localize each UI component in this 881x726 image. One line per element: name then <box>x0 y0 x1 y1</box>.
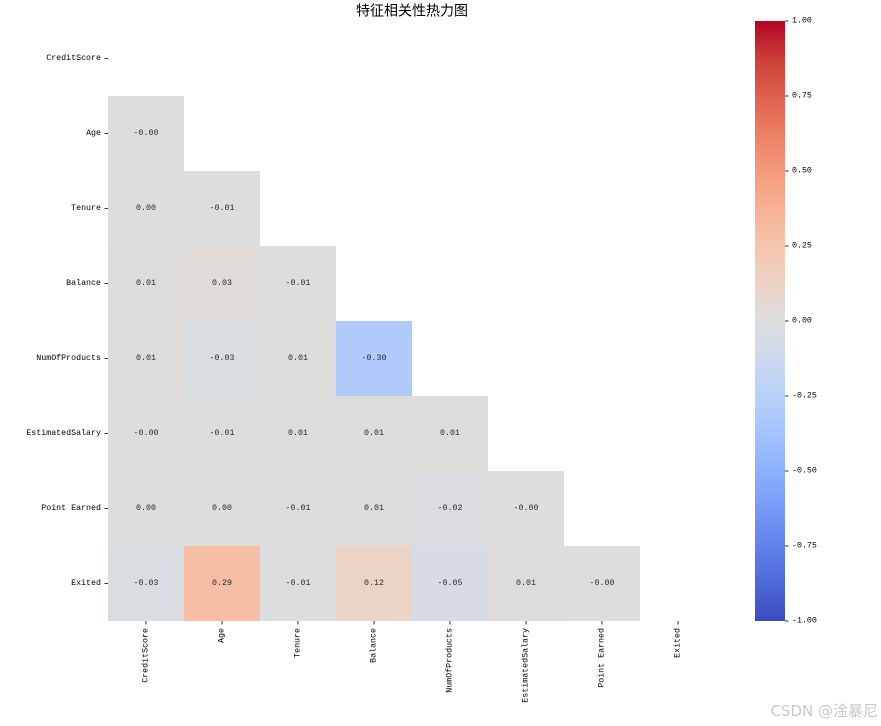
cell-annotation: 0.01 <box>364 429 384 438</box>
cell-annotation: -0.05 <box>438 579 463 588</box>
heatmap-cell <box>412 471 488 546</box>
heatmap-cell <box>184 246 260 321</box>
cell-annotation: -0.00 <box>514 504 539 513</box>
heatmap-cell <box>108 171 184 246</box>
y-axis: CreditScore Age Tenure Balance NumOfProducts… <box>26 53 108 588</box>
heatmap-cell <box>260 471 336 546</box>
cell-annotation: 0.12 <box>364 579 384 588</box>
colorbar: 1.00 0.75 0.50 0.25 0.00 -0.25 -0.50 -0.75 -1.00 <box>755 17 817 626</box>
heatmap-cell <box>260 546 336 621</box>
cell-annotation: -0.01 <box>210 204 235 213</box>
cell-annotation: -0.03 <box>210 354 235 363</box>
cell-annotation: -0.00 <box>134 129 159 138</box>
x-tick-label: NumOfProducts <box>445 628 455 693</box>
colorbar-tick-label: 0.25 <box>792 242 812 251</box>
heatmap-cell <box>260 246 336 321</box>
watermark: CSDN @淦暴尼 <box>770 702 878 720</box>
cell-annotation: 0.00 <box>136 504 156 513</box>
heatmap-cell <box>108 96 184 171</box>
y-tick-label: Balance <box>66 278 101 288</box>
cell-annotation: -0.00 <box>134 429 159 438</box>
colorbar-tick-label: 0.00 <box>792 317 812 326</box>
heatmap-cell <box>184 171 260 246</box>
cell-annotation: -0.03 <box>134 579 159 588</box>
cell-annotation: 0.00 <box>212 504 232 513</box>
x-tick-label: Balance <box>369 628 379 663</box>
heatmap-cell <box>336 471 412 546</box>
y-tick-label: CreditScore <box>46 53 101 63</box>
cell-annotation: 0.01 <box>288 429 308 438</box>
x-tick-label: Exited <box>673 628 683 658</box>
cell-annotation: 0.01 <box>136 354 156 363</box>
colorbar-tick-label: -0.75 <box>792 542 817 551</box>
y-tick-label: Tenure <box>71 204 101 213</box>
heatmap-cell <box>108 471 184 546</box>
cell-annotation: -0.01 <box>210 429 235 438</box>
colorbar-tick-label: -1.00 <box>792 617 817 626</box>
heatmap-cell <box>108 246 184 321</box>
heatmap-cell <box>336 546 412 621</box>
cell-annotation: -0.02 <box>438 504 463 513</box>
x-tick-label: Tenure <box>294 628 303 658</box>
x-tick-label: CreditScore <box>141 628 151 683</box>
cell-annotation: -0.01 <box>286 579 311 588</box>
heatmap-cell <box>412 546 488 621</box>
cell-annotation: 0.01 <box>136 279 156 288</box>
colorbar-tick-label: 0.75 <box>792 92 812 101</box>
heatmap-cell <box>184 321 260 396</box>
heatmap-cell <box>184 396 260 471</box>
colorbar-tick-label: 0.50 <box>792 167 812 176</box>
x-axis: CreditScore Age Tenure Balance NumOfProducts… <box>141 621 683 703</box>
cell-annotation: -0.01 <box>286 504 311 513</box>
heatmap-cell <box>108 396 184 471</box>
colorbar-tick-label: 1.00 <box>792 17 812 26</box>
x-tick-label: Point Earned <box>597 628 607 688</box>
heatmap-cells <box>108 96 640 621</box>
colorbar-tick-label: -0.25 <box>792 392 817 401</box>
cell-annotation: -0.30 <box>362 354 387 363</box>
cell-annotation: 0.03 <box>212 279 232 288</box>
heatmap-cell <box>260 321 336 396</box>
x-tick-label: EstimatedSalary <box>521 628 531 703</box>
cell-annotation: 0.29 <box>212 579 232 588</box>
y-tick-label: EstimatedSalary <box>26 428 101 438</box>
heatmap-cell <box>184 471 260 546</box>
heatmap-cell <box>336 321 412 396</box>
heatmap-cell <box>564 546 640 621</box>
cell-annotation: -0.01 <box>286 279 311 288</box>
colorbar-gradient <box>755 21 785 621</box>
heatmap-cell <box>412 396 488 471</box>
heatmap-annotations: -0.00 0.00 -0.01 0.01 0.03 -0.01 0.01 -0.03 0.01… <box>134 129 615 588</box>
cell-annotation: 0.01 <box>288 354 308 363</box>
heatmap-cell <box>488 546 564 621</box>
cell-annotation: -0.00 <box>590 579 615 588</box>
y-tick-label: Age <box>86 129 101 138</box>
heatmap-cell <box>488 471 564 546</box>
y-tick-label: Point Earned <box>41 503 101 513</box>
colorbar-tick-label: -0.50 <box>792 467 817 476</box>
y-tick-label: NumOfProducts <box>36 353 101 363</box>
heatmap-cell <box>184 546 260 621</box>
cell-annotation: 0.01 <box>364 504 384 513</box>
chart-title: 特征相关性热力图 <box>356 4 468 20</box>
heatmap-cell <box>108 321 184 396</box>
cell-annotation: 0.00 <box>136 204 156 213</box>
heatmap-cell <box>260 396 336 471</box>
cell-annotation: 0.01 <box>516 579 536 588</box>
x-tick-label: Age <box>218 628 227 643</box>
cell-annotation: 0.01 <box>440 429 460 438</box>
heatmap-cell <box>108 546 184 621</box>
heatmap-cell <box>336 396 412 471</box>
y-tick-label: Exited <box>71 578 101 588</box>
